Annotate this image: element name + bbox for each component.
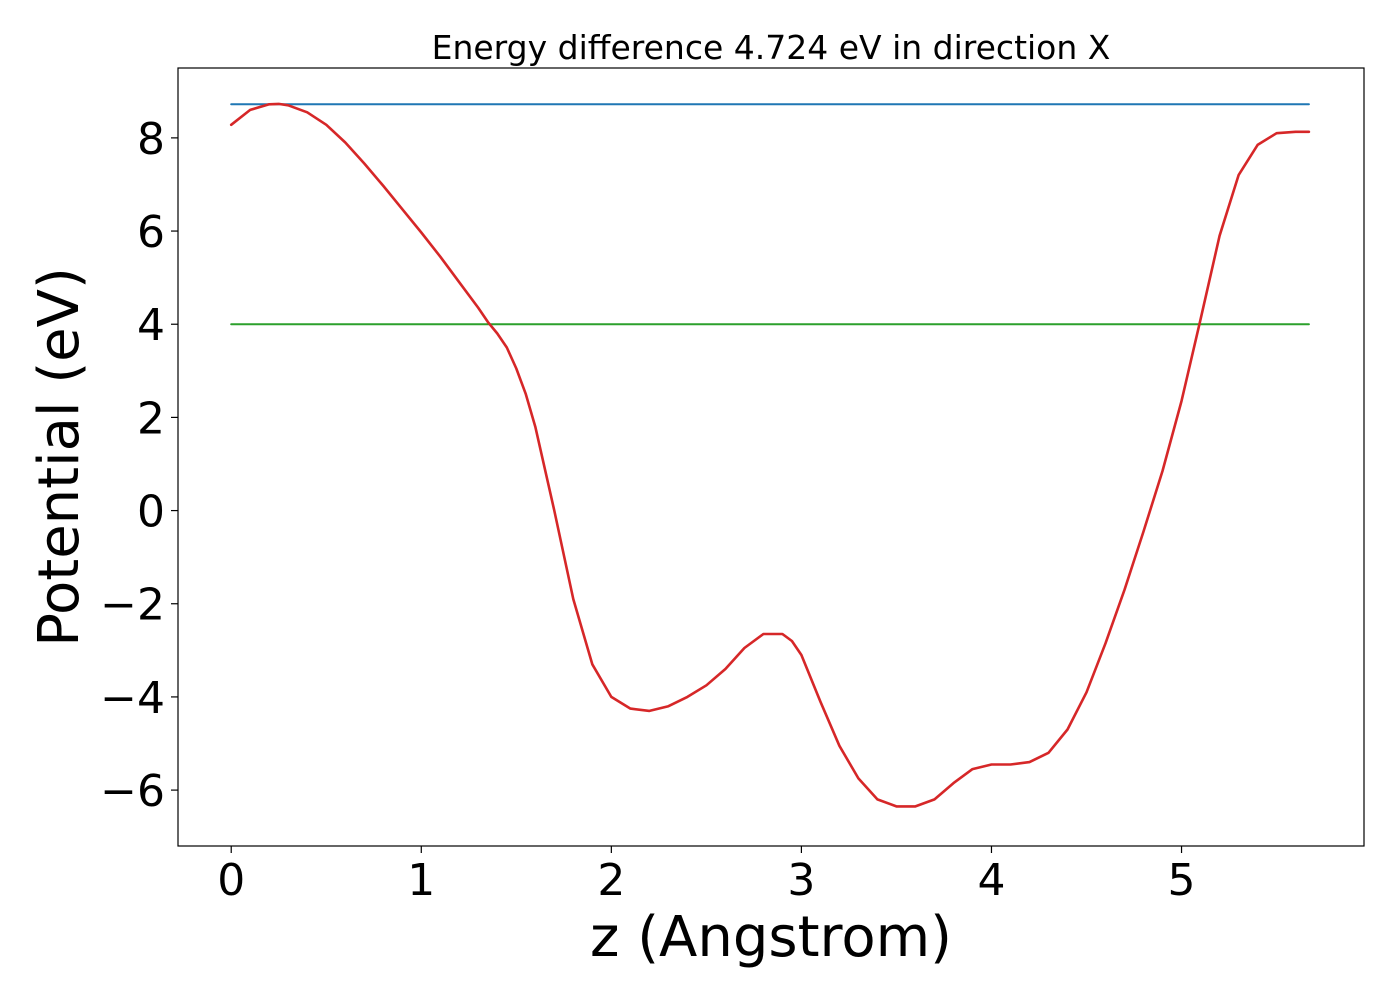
series-layer [229, 102, 1311, 808]
y-tick-label: 2 [137, 393, 165, 444]
x-tick-label: 1 [407, 855, 435, 906]
y-axis-ticks: −6 −4 −2 0 2 4 6 8 [100, 114, 178, 817]
x-tick-label: 2 [597, 855, 625, 906]
y-tick-label: −2 [100, 580, 165, 631]
chart-title: Energy difference 4.724 eV in direction … [432, 28, 1111, 67]
x-tick-label: 3 [787, 855, 815, 906]
x-tick-label: 5 [1168, 855, 1196, 906]
y-tick-label: 8 [137, 114, 165, 165]
plot-frame [177, 67, 1365, 847]
y-tick-label: 4 [137, 300, 165, 351]
y-tick-label: −6 [100, 766, 165, 817]
x-axis-label: z (Angstrom) [590, 905, 952, 970]
y-tick-label: −4 [100, 673, 165, 724]
series-line-red [229, 102, 1311, 808]
y-tick-label: 0 [137, 487, 165, 538]
x-tick-label: 4 [977, 855, 1005, 906]
y-axis-label: Potential (eV) [27, 267, 92, 647]
y-tick-label: 6 [137, 207, 165, 258]
x-tick-label: 0 [217, 855, 245, 906]
x-axis-ticks: 0 1 2 3 4 5 [217, 846, 1196, 906]
